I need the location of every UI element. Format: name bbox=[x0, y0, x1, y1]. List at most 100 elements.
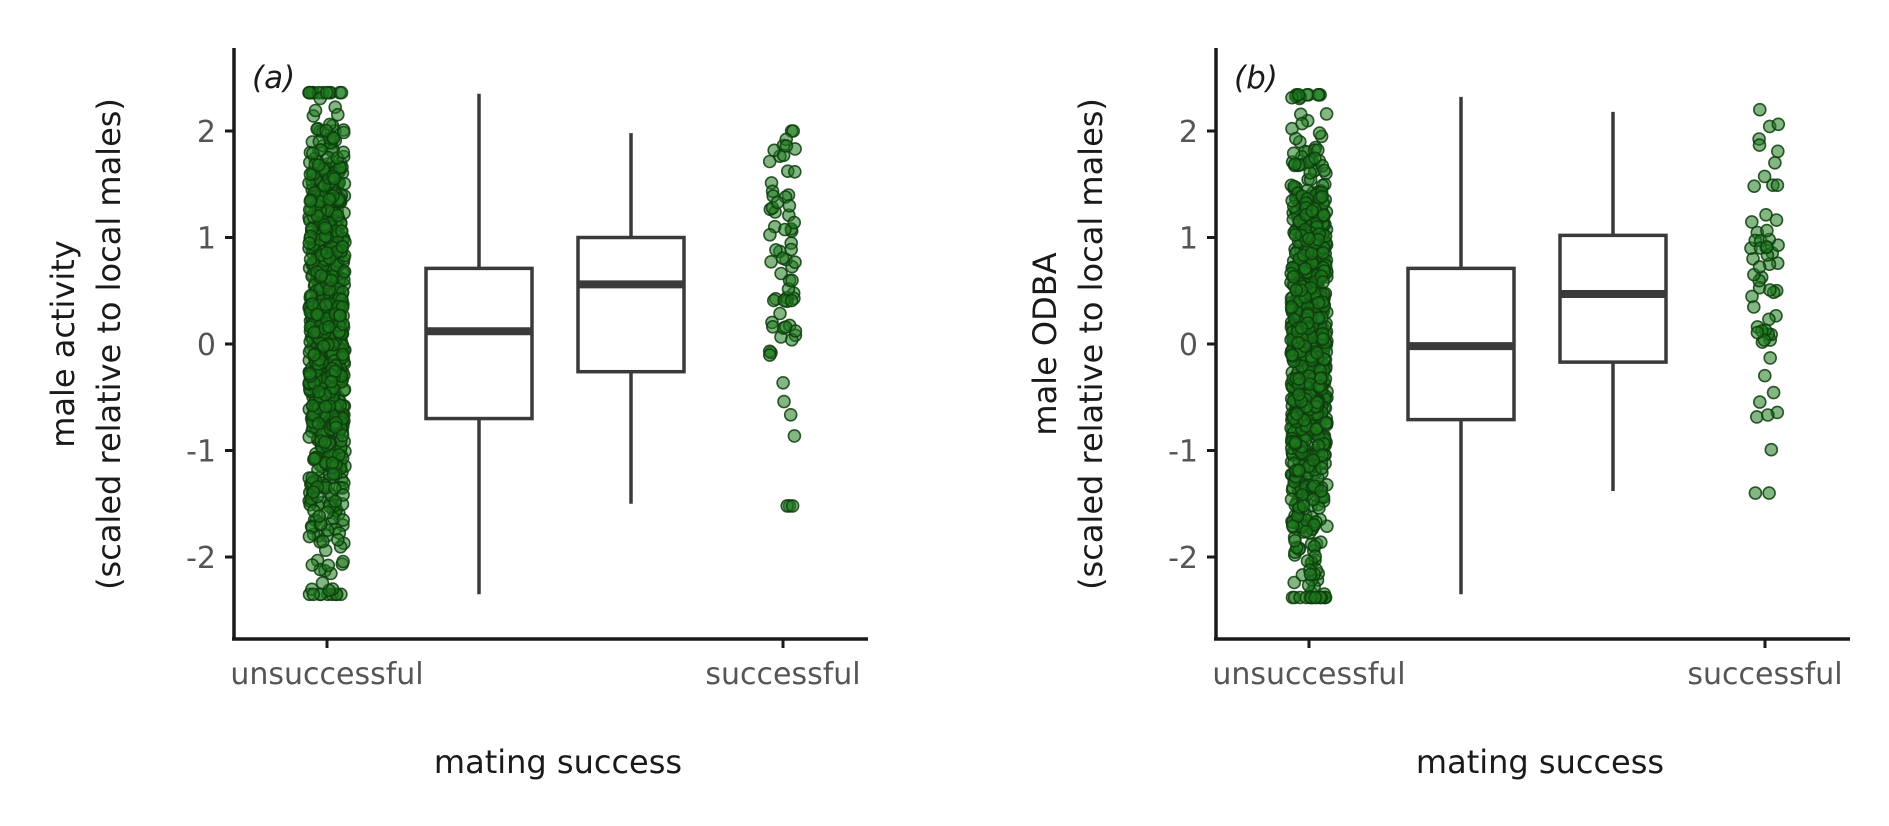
panel-a-point-unsuccessful bbox=[324, 374, 339, 389]
panel-a-point-successful bbox=[787, 429, 802, 443]
panel-b-point-successful bbox=[1758, 368, 1772, 383]
panel-b-point-successful bbox=[1769, 213, 1784, 227]
panel-b-point-unsuccessful bbox=[1303, 567, 1318, 582]
panel-b-point-successful bbox=[1752, 260, 1767, 274]
panel-b-point-unsuccessful bbox=[1306, 492, 1321, 507]
panel-b-point-unsuccessful bbox=[1298, 261, 1312, 276]
panel-a-point-unsuccessful bbox=[302, 85, 317, 100]
x-tick-label: unsuccessful bbox=[1212, 657, 1405, 692]
panel-b-point-unsuccessful bbox=[1310, 346, 1324, 360]
panel-a-point-successful bbox=[787, 215, 802, 230]
panel-b-point-successful bbox=[1750, 325, 1765, 340]
panel-a-point-unsuccessful bbox=[334, 85, 349, 100]
panel-a-point-unsuccessful bbox=[302, 529, 317, 544]
panel-b-point-unsuccessful bbox=[1306, 453, 1321, 468]
panel-b-point-successful bbox=[1768, 156, 1782, 170]
panel-a-point-successful bbox=[775, 251, 790, 266]
panel-b-boxes bbox=[1406, 96, 1668, 595]
panel-a-point-unsuccessful bbox=[316, 339, 331, 354]
panel-b-point-unsuccessful bbox=[1311, 88, 1326, 102]
y-tick-label: 2 bbox=[1179, 115, 1198, 150]
panel-b-x-ticks: unsuccessful successful bbox=[1212, 639, 1843, 692]
panel-a-tag: (a) bbox=[252, 60, 295, 96]
panel-a-point-unsuccessful bbox=[330, 208, 345, 223]
panel-a-point-unsuccessful bbox=[328, 494, 343, 509]
panel-b-point-successful bbox=[1763, 351, 1777, 365]
panel-b-point-unsuccessful bbox=[1315, 461, 1329, 476]
panel-b-box-successful-iqr bbox=[1558, 233, 1668, 364]
panel-a-point-unsuccessful bbox=[332, 308, 347, 323]
panel-b-y-axis-title-line2: (scaled relative to local males) bbox=[1072, 98, 1110, 590]
panel-a-point-successful bbox=[778, 320, 793, 334]
panel-a-point-unsuccessful bbox=[336, 145, 351, 160]
panel-b-point-unsuccessful bbox=[1304, 246, 1319, 261]
y-tick-label: 1 bbox=[197, 222, 216, 257]
x-tick-label: successful bbox=[1687, 657, 1842, 692]
panel-a: 2 1 0 -1 -2 unsuccessful successful (a) matin… bbox=[44, 48, 868, 781]
panel-a-point-unsuccessful bbox=[327, 171, 342, 186]
panel-a-point-unsuccessful bbox=[307, 451, 322, 466]
panel-b-point-unsuccessful bbox=[1312, 126, 1327, 140]
panel-b-point-successful bbox=[1757, 169, 1772, 184]
panel-b-point-unsuccessful bbox=[1316, 246, 1330, 260]
panel-b-points bbox=[1284, 88, 1786, 605]
panel-b-point-unsuccessful bbox=[1305, 204, 1319, 218]
panel-b-point-unsuccessful bbox=[1291, 88, 1306, 102]
panel-b-point-unsuccessful bbox=[1288, 533, 1302, 548]
panel-a-point-unsuccessful bbox=[305, 398, 320, 413]
panel-a-point-unsuccessful bbox=[312, 509, 327, 523]
panel-a-point-successful bbox=[787, 165, 802, 179]
panel-a-point-successful bbox=[773, 306, 787, 321]
panel-b-point-successful bbox=[1760, 240, 1774, 254]
panel-b-point-unsuccessful bbox=[1296, 499, 1311, 513]
panel-a-y-axis-title-line2: (scaled relative to local males) bbox=[90, 98, 128, 590]
panel-b-point-unsuccessful bbox=[1292, 463, 1306, 478]
panel-a-point-unsuccessful bbox=[314, 268, 329, 283]
panel-b-point-unsuccessful bbox=[1308, 151, 1322, 166]
panel-a-box-unsuccessful-iqr bbox=[424, 266, 534, 421]
panel-a-point-unsuccessful bbox=[311, 158, 326, 172]
panel-a-point-successful bbox=[770, 195, 785, 210]
y-tick-label: -1 bbox=[1168, 435, 1198, 470]
y-tick-label: -2 bbox=[186, 541, 216, 576]
panel-b-x-axis-title: mating success bbox=[1416, 743, 1664, 781]
panel-a-point-successful bbox=[788, 255, 802, 270]
panel-a-x-ticks: unsuccessful successful bbox=[230, 639, 861, 692]
panel-a-point-unsuccessful bbox=[303, 194, 318, 208]
panel-b-point-unsuccessful bbox=[1308, 590, 1322, 605]
panel-b-point-unsuccessful bbox=[1311, 295, 1326, 310]
panel-a-point-unsuccessful bbox=[326, 131, 341, 145]
panel-a-point-successful bbox=[776, 375, 790, 390]
panel-b-point-successful bbox=[1747, 179, 1761, 193]
panel-a-point-unsuccessful bbox=[336, 125, 351, 140]
panel-b-point-unsuccessful bbox=[1284, 300, 1299, 315]
panel-a-box-successful-iqr bbox=[576, 235, 686, 374]
panel-a-point-unsuccessful bbox=[303, 167, 318, 181]
panel-a-point-unsuccessful bbox=[335, 347, 350, 362]
panel-a-point-successful bbox=[784, 242, 799, 257]
y-tick-label: 2 bbox=[197, 115, 216, 150]
panel-a-point-unsuccessful bbox=[326, 467, 341, 481]
panel-a-point-unsuccessful bbox=[321, 319, 336, 334]
panel-a-point-unsuccessful bbox=[307, 348, 321, 362]
panel-b-point-successful bbox=[1771, 117, 1786, 132]
panel-b-point-unsuccessful bbox=[1286, 518, 1300, 533]
panel-a-point-unsuccessful bbox=[319, 297, 333, 312]
panel-b-point-unsuccessful bbox=[1288, 435, 1302, 450]
panel-a-point-unsuccessful bbox=[325, 456, 340, 470]
panel-b-point-successful bbox=[1753, 395, 1767, 409]
panel-b-point-unsuccessful bbox=[1317, 163, 1331, 178]
panel-a-point-successful bbox=[779, 139, 794, 153]
panel-b-point-unsuccessful bbox=[1314, 371, 1328, 385]
panel-a-point-unsuccessful bbox=[310, 307, 325, 322]
panel-a-point-unsuccessful bbox=[305, 558, 320, 572]
panel-a-point-successful bbox=[774, 266, 788, 281]
panel-a-point-successful bbox=[782, 199, 797, 213]
panel-b-point-successful bbox=[1747, 300, 1761, 314]
panel-a-point-unsuccessful bbox=[306, 587, 321, 602]
panel-b-point-successful bbox=[1761, 408, 1775, 422]
x-tick-label: successful bbox=[705, 657, 860, 692]
panel-a-point-unsuccessful bbox=[335, 428, 350, 443]
panel-a-point-successful bbox=[762, 348, 777, 362]
